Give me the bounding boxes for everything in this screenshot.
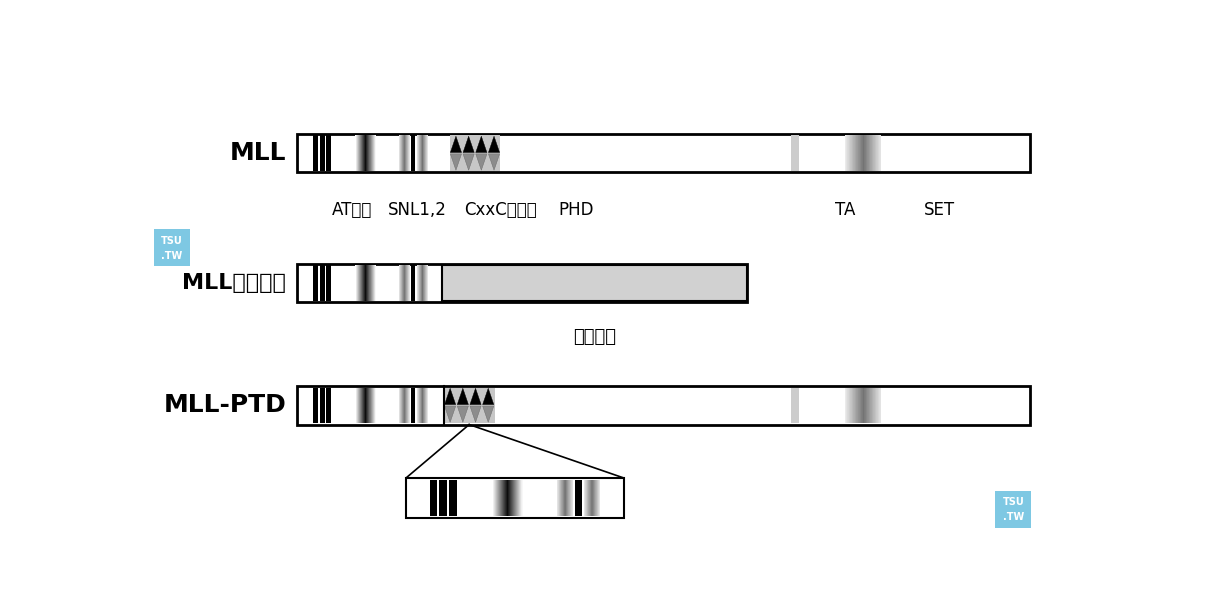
Polygon shape xyxy=(462,136,475,152)
Bar xyxy=(791,136,800,171)
Text: 伙伴基因: 伙伴基因 xyxy=(573,328,616,346)
Bar xyxy=(153,229,190,266)
Bar xyxy=(326,387,331,423)
Bar xyxy=(791,387,800,423)
Polygon shape xyxy=(444,406,455,422)
Bar xyxy=(411,136,415,171)
Bar xyxy=(449,136,500,171)
Polygon shape xyxy=(488,154,500,170)
Polygon shape xyxy=(470,406,481,422)
Bar xyxy=(297,386,1030,424)
Text: MLL: MLL xyxy=(230,141,286,165)
Bar xyxy=(444,387,494,423)
Bar xyxy=(313,265,319,301)
Polygon shape xyxy=(458,406,469,422)
Bar xyxy=(320,265,325,301)
Text: TSU: TSU xyxy=(161,236,183,246)
Text: MLL-PTD: MLL-PTD xyxy=(163,393,286,417)
Bar xyxy=(411,387,415,423)
Bar xyxy=(996,491,1032,528)
Polygon shape xyxy=(458,388,469,405)
Bar xyxy=(297,264,747,302)
Bar xyxy=(442,265,747,301)
Bar xyxy=(313,387,319,423)
Text: SNL1,2: SNL1,2 xyxy=(387,201,447,219)
Text: .TW: .TW xyxy=(1003,512,1023,522)
Bar xyxy=(430,479,437,516)
Polygon shape xyxy=(483,406,494,422)
Bar xyxy=(449,479,456,516)
Bar xyxy=(406,478,623,518)
Bar xyxy=(439,479,447,516)
Text: TA: TA xyxy=(835,201,856,219)
Text: TSU: TSU xyxy=(1003,497,1025,507)
Polygon shape xyxy=(444,388,455,405)
Bar xyxy=(320,136,325,171)
Polygon shape xyxy=(476,154,487,170)
Text: PHD: PHD xyxy=(559,201,594,219)
Polygon shape xyxy=(488,136,500,152)
Bar xyxy=(411,265,415,301)
Text: SET: SET xyxy=(924,201,955,219)
Polygon shape xyxy=(470,388,481,405)
Bar xyxy=(313,136,319,171)
Bar xyxy=(320,387,325,423)
Text: AT吠钉: AT吠钉 xyxy=(331,201,372,219)
Polygon shape xyxy=(450,154,461,170)
Text: CxxC结构域: CxxC结构域 xyxy=(464,201,537,219)
Bar xyxy=(326,265,331,301)
Text: MLL融合蛋白: MLL融合蛋白 xyxy=(183,273,286,293)
Bar xyxy=(326,136,331,171)
Polygon shape xyxy=(450,136,461,152)
Polygon shape xyxy=(462,154,475,170)
Text: .TW: .TW xyxy=(161,251,183,260)
Bar xyxy=(297,134,1030,173)
Bar xyxy=(576,479,582,516)
Polygon shape xyxy=(483,388,494,405)
Polygon shape xyxy=(476,136,487,152)
